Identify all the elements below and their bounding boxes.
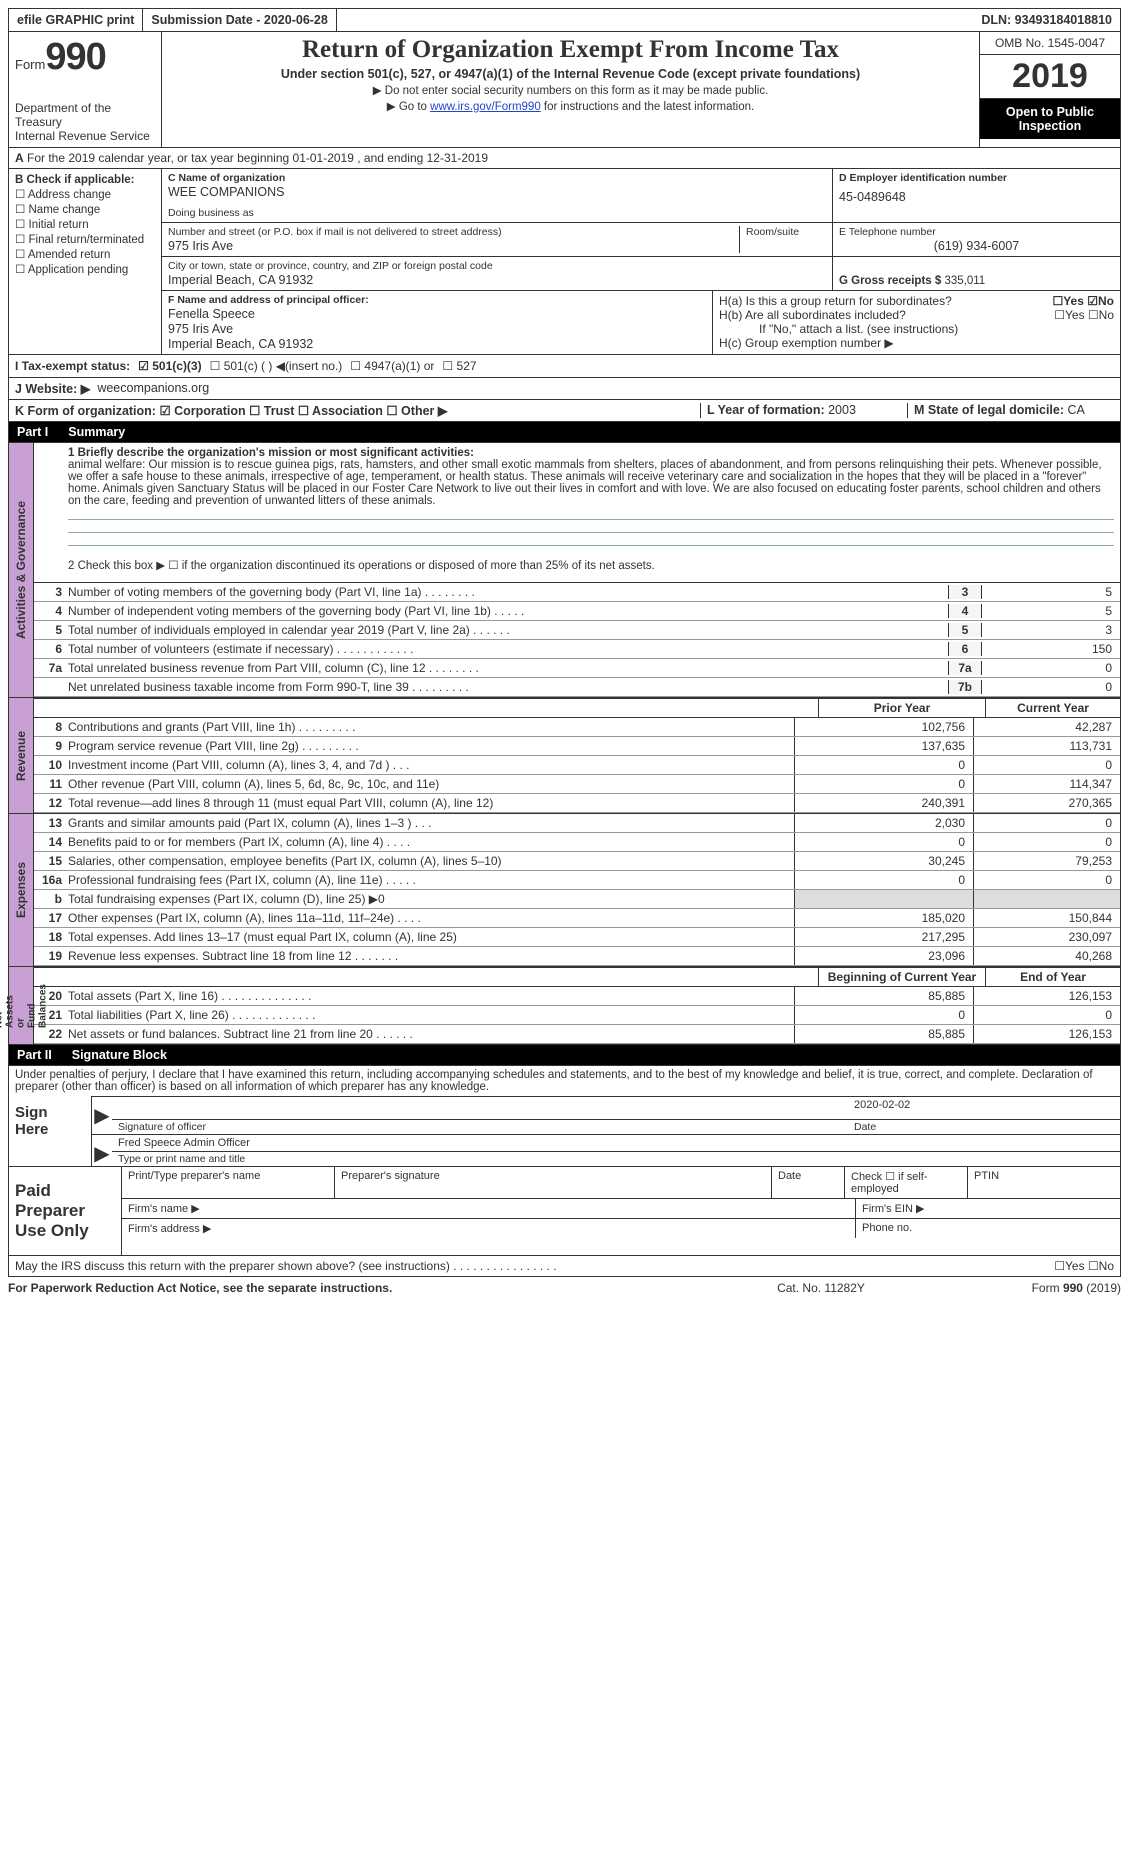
sign-here-label: Sign Here — [9, 1096, 92, 1166]
summary-row: 5Total number of individuals employed in… — [34, 621, 1120, 640]
form-header: Form990 Department of the Treasury Inter… — [8, 32, 1121, 148]
form-title: Return of Organization Exempt From Incom… — [168, 36, 973, 64]
form-number: 990 — [45, 36, 105, 78]
arrow-icon: ▶ — [92, 1135, 112, 1166]
financial-row: 18Total expenses. Add lines 13–17 (must … — [34, 928, 1120, 947]
line-i: I Tax-exempt status: ☑ 501(c)(3) ☐ 501(c… — [8, 355, 1121, 378]
financial-row: 12Total revenue—add lines 8 through 11 (… — [34, 794, 1120, 813]
side-label-exp: Expenses — [14, 862, 28, 918]
part2-header: Part IISignature Block — [8, 1045, 1121, 1066]
financial-row: 15Salaries, other compensation, employee… — [34, 852, 1120, 871]
form-note1: ▶ Do not enter social security numbers o… — [168, 83, 973, 97]
org-name: WEE COMPANIONS — [168, 185, 826, 199]
paid-preparer-block: Paid Preparer Use Only Print/Type prepar… — [8, 1167, 1121, 1256]
top-bar: efile GRAPHIC print Submission Date - 20… — [8, 8, 1121, 32]
financial-row: 19Revenue less expenses. Subtract line 1… — [34, 947, 1120, 966]
hb-answer: ☐Yes ☐No — [1054, 308, 1114, 322]
financial-row: bTotal fundraising expenses (Part IX, co… — [34, 890, 1120, 909]
col-b: B Check if applicable: ☐ Address change … — [9, 169, 162, 354]
form-word: Form — [15, 57, 45, 72]
paid-preparer-label: Paid Preparer Use Only — [9, 1167, 122, 1255]
street-address: 975 Iris Ave — [168, 239, 733, 253]
part1-header: Part ISummary — [8, 422, 1121, 443]
line-a: A For the 2019 calendar year, or tax yea… — [8, 148, 1121, 169]
city-state-zip: Imperial Beach, CA 91932 — [168, 273, 826, 287]
expenses-section: Expenses 13Grants and similar amounts pa… — [8, 814, 1121, 967]
financial-row: 8Contributions and grants (Part VIII, li… — [34, 718, 1120, 737]
sig-date: 2020-02-02 — [854, 1099, 910, 1111]
side-label-net: Net Assets or Fund Balances — [0, 984, 49, 1028]
summary-row: 4Number of independent voting members of… — [34, 602, 1120, 621]
financial-row: 14Benefits paid to or for members (Part … — [34, 833, 1120, 852]
financial-row: 10Investment income (Part VIII, column (… — [34, 756, 1120, 775]
financial-row: 11Other revenue (Part VIII, column (A), … — [34, 775, 1120, 794]
financial-row: 17Other expenses (Part IX, column (A), l… — [34, 909, 1120, 928]
telephone: (619) 934-6007 — [839, 239, 1114, 253]
website: weecompanions.org — [97, 381, 209, 396]
omb-number: OMB No. 1545-0047 — [980, 32, 1120, 55]
open-to-public: Open to Public Inspection — [980, 99, 1120, 139]
officer-name-title: Fred Speece Admin Officer — [112, 1135, 1120, 1152]
financial-row: 22Net assets or fund balances. Subtract … — [34, 1025, 1120, 1044]
mission-block: 1 Briefly describe the organization's mi… — [34, 443, 1120, 583]
line-j: J Website: ▶ weecompanions.org — [8, 378, 1121, 400]
side-label-rev: Revenue — [14, 730, 28, 780]
summary-row: 7aTotal unrelated business revenue from … — [34, 659, 1120, 678]
gross-receipts: 335,011 — [944, 275, 985, 287]
dln: DLN: 93493184018810 — [973, 9, 1120, 31]
side-label-gov: Activities & Governance — [14, 501, 28, 639]
financial-row: 13Grants and similar amounts paid (Part … — [34, 814, 1120, 833]
ha-answer: ☐Yes ☑No — [1052, 294, 1114, 308]
instructions-link[interactable]: www.irs.gov/Form990 — [430, 101, 541, 113]
arrow-icon: ▶ — [92, 1097, 112, 1134]
section-b-through-h: B Check if applicable: ☐ Address change … — [8, 169, 1121, 355]
may-irs-discuss: May the IRS discuss this return with the… — [8, 1256, 1121, 1277]
financial-row: 9Program service revenue (Part VIII, lin… — [34, 737, 1120, 756]
revenue-section: Revenue Prior YearCurrent Year 8Contribu… — [8, 698, 1121, 814]
submission-date: Submission Date - 2020-06-28 — [143, 9, 336, 31]
financial-row: 21Total liabilities (Part X, line 26) . … — [34, 1006, 1120, 1025]
summary-row: 6Total number of volunteers (estimate if… — [34, 640, 1120, 659]
department: Department of the Treasury Internal Reve… — [15, 101, 155, 143]
line-k: K Form of organization: ☑ Corporation ☐ … — [8, 400, 1121, 422]
tax-year: 2019 — [980, 55, 1120, 99]
signature-block: Under penalties of perjury, I declare th… — [8, 1066, 1121, 1167]
summary-row: Net unrelated business taxable income fr… — [34, 678, 1120, 697]
net-assets-section: Net Assets or Fund Balances Beginning of… — [8, 967, 1121, 1045]
form-note2: ▶ Go to www.irs.gov/Form990 for instruct… — [168, 99, 973, 113]
ein: 45-0489648 — [839, 190, 1114, 204]
efile-label: efile GRAPHIC print — [9, 9, 143, 31]
financial-row: 16aProfessional fundraising fees (Part I… — [34, 871, 1120, 890]
officer-name: Fenella Speece — [168, 307, 706, 321]
activities-gov-section: Activities & Governance 1 Briefly descri… — [8, 443, 1121, 698]
form-subtitle: Under section 501(c), 527, or 4947(a)(1)… — [168, 67, 973, 81]
mission-text: animal welfare: Our mission is to rescue… — [68, 459, 1114, 507]
page-footer: For Paperwork Reduction Act Notice, see … — [8, 1277, 1121, 1299]
financial-row: 20Total assets (Part X, line 16) . . . .… — [34, 987, 1120, 1006]
summary-row: 3Number of voting members of the governi… — [34, 583, 1120, 602]
